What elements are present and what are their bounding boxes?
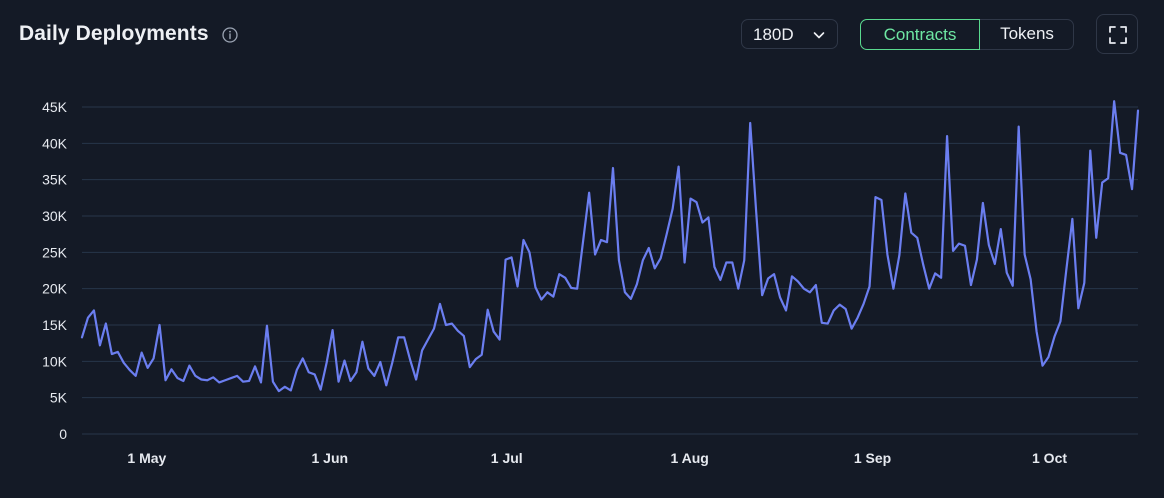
x-tick-label: 1 Oct xyxy=(1032,450,1067,466)
y-tick-label: 45K xyxy=(42,99,68,115)
y-axis-ticks: 0 5K 10K 15K 20K 25K 30K 35K 40K 45K xyxy=(42,99,68,442)
x-tick-label: 1 Aug xyxy=(670,450,708,466)
chevron-down-icon xyxy=(813,32,825,39)
fullscreen-button[interactable] xyxy=(1096,14,1138,54)
y-tick-label: 40K xyxy=(42,135,68,151)
toggle-contracts[interactable]: Contracts xyxy=(860,19,980,50)
y-tick-label: 5K xyxy=(50,390,68,406)
y-tick-label: 0 xyxy=(59,426,67,442)
x-tick-label: 1 Jul xyxy=(491,450,523,466)
toggle-tokens[interactable]: Tokens xyxy=(1000,24,1054,43)
series-layer xyxy=(80,100,1140,393)
x-axis-ticks: 1 May 1 Jun 1 Jul 1 Aug 1 Sep 1 Oct xyxy=(127,450,1067,466)
grid-lines xyxy=(82,106,1138,435)
series-line-contracts[interactable] xyxy=(80,100,1140,393)
y-tick-label: 20K xyxy=(42,281,68,297)
chart-header: Daily Deployments 180D Contracts Tokens xyxy=(0,0,1164,70)
range-select[interactable]: 180D xyxy=(741,19,838,49)
expand-icon xyxy=(1109,26,1127,44)
y-tick-label: 15K xyxy=(42,317,68,333)
y-tick-label: 30K xyxy=(42,208,68,224)
y-tick-label: 35K xyxy=(42,172,68,188)
x-tick-label: 1 Sep xyxy=(854,450,891,466)
y-tick-label: 25K xyxy=(42,244,68,260)
range-select-value: 180D xyxy=(753,25,794,44)
x-tick-label: 1 May xyxy=(127,450,166,466)
metric-toggle: Contracts Tokens xyxy=(860,19,1074,50)
info-icon[interactable] xyxy=(222,27,238,43)
x-tick-label: 1 Jun xyxy=(311,450,348,466)
y-tick-label: 10K xyxy=(42,353,68,369)
chart-title: Daily Deployments xyxy=(19,22,209,45)
